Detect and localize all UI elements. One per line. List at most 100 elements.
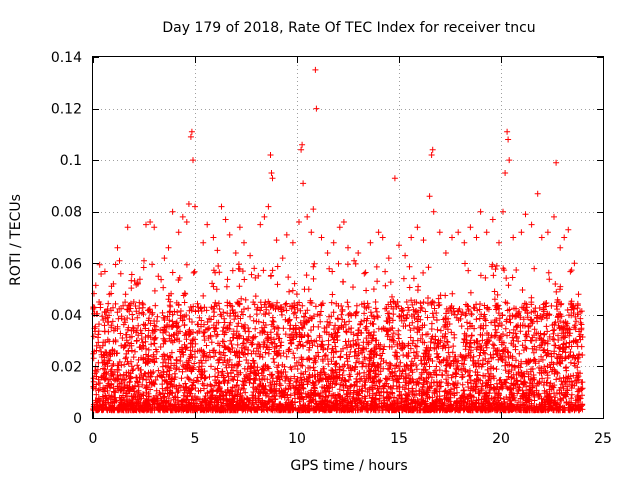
data-point [428, 152, 435, 158]
data-point [504, 128, 511, 135]
data-point [226, 231, 233, 238]
data-point [267, 152, 274, 158]
data-point [351, 257, 358, 264]
data-point [538, 234, 545, 241]
data-point [279, 255, 286, 262]
data-point [130, 299, 137, 305]
data-point [436, 229, 443, 236]
data-point [367, 239, 374, 246]
data-point [310, 206, 317, 213]
y-tick-label: 0.1 [60, 153, 82, 169]
data-point [324, 250, 331, 256]
data-point [502, 170, 509, 176]
data-point [183, 219, 190, 225]
data-point [151, 224, 158, 231]
data-point [318, 234, 325, 241]
data-point [467, 224, 474, 231]
data-point [218, 203, 225, 210]
data-point [185, 201, 192, 207]
y-tick-label: 0.06 [51, 256, 82, 272]
data-point [289, 239, 296, 246]
data-point [477, 208, 484, 215]
data-point [96, 299, 103, 305]
data-point [375, 229, 382, 236]
data-point [575, 291, 582, 298]
data-point [283, 231, 290, 238]
data-points [90, 66, 586, 414]
data-point [300, 180, 307, 187]
data-point [330, 239, 337, 246]
x-tick-label: 10 [288, 431, 306, 447]
data-point [169, 208, 176, 215]
data-point [361, 270, 368, 277]
data-point [379, 234, 386, 241]
data-point [473, 234, 480, 241]
data-point [402, 252, 409, 259]
data-point [265, 203, 272, 210]
data-point [544, 229, 551, 236]
data-point [313, 105, 320, 112]
data-point [106, 291, 113, 298]
data-point [122, 291, 129, 298]
data-point [155, 273, 162, 280]
data-point [261, 213, 268, 220]
data-point [187, 133, 194, 140]
data-point [200, 239, 207, 246]
data-point [161, 255, 168, 262]
data-point [461, 239, 468, 246]
data-point [429, 146, 436, 153]
data-point [385, 255, 392, 262]
data-point [100, 317, 107, 323]
data-point [500, 208, 506, 215]
data-point [426, 193, 433, 200]
data-point [408, 234, 415, 241]
data-point [190, 157, 196, 164]
data-point [355, 250, 362, 256]
data-point [551, 213, 557, 220]
data-point [188, 128, 195, 135]
data-point [312, 66, 319, 73]
data-point [298, 146, 305, 153]
data-point [496, 239, 502, 246]
data-point [273, 237, 280, 244]
data-point [442, 250, 449, 256]
data-point [420, 237, 427, 244]
data-point [236, 224, 243, 231]
data-point [557, 244, 564, 251]
data-point [414, 224, 421, 231]
data-point [141, 257, 147, 264]
data-point [165, 244, 172, 251]
data-point [565, 226, 572, 233]
x-tick-label: 15 [390, 431, 408, 447]
data-point [518, 229, 525, 236]
data-point [175, 229, 182, 236]
data-point [204, 221, 211, 228]
y-tick-label: 0.02 [51, 359, 82, 375]
y-tick-label: 0.08 [51, 205, 82, 221]
data-point [241, 239, 247, 246]
data-point [483, 229, 490, 236]
y-tick-label: 0.12 [51, 102, 82, 118]
data-point [214, 247, 221, 254]
x-tick-label: 20 [492, 431, 510, 447]
data-point [222, 216, 229, 223]
data-point [455, 229, 462, 236]
data-point [561, 234, 568, 241]
data-point [304, 213, 311, 220]
chart-title: Day 179 of 2018, Rate Of TEC Index for r… [162, 20, 535, 36]
data-point [340, 219, 347, 225]
data-point [522, 211, 529, 218]
data-point [210, 234, 217, 241]
data-point [247, 252, 254, 259]
data-point [489, 216, 496, 223]
dense-points-band [90, 260, 586, 414]
data-point [336, 224, 343, 231]
data-point [528, 221, 535, 228]
data-point [179, 213, 186, 220]
data-point [296, 219, 302, 225]
data-point [124, 224, 131, 231]
data-point [505, 136, 512, 143]
data-point [116, 257, 123, 264]
data-point [345, 244, 351, 251]
axis-ticks [93, 57, 604, 419]
